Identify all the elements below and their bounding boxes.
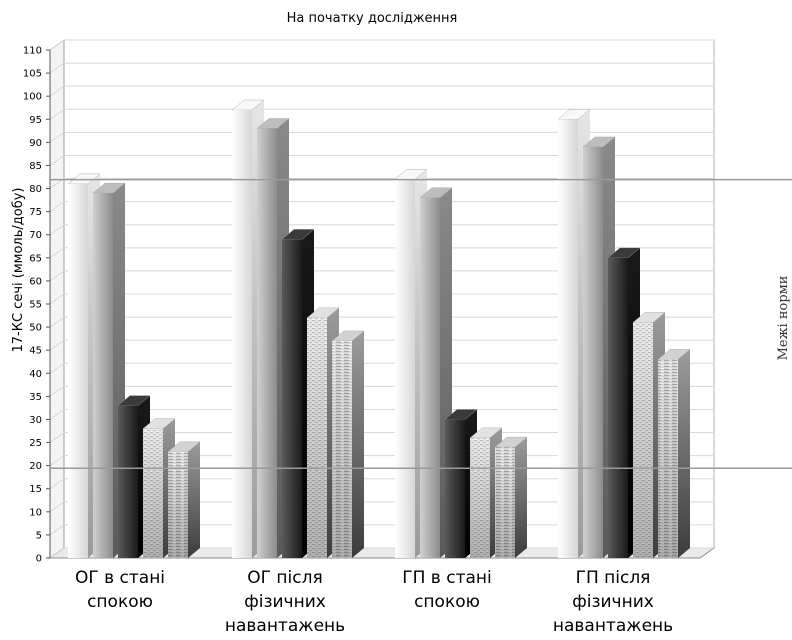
category-label-4: ГП після фізичних навантажень [553, 568, 673, 636]
gridline [49, 247, 714, 259]
y-tick-label: 70 [29, 230, 42, 241]
gridline [49, 408, 714, 420]
category-label-3: ГП в стані спокою [402, 568, 491, 612]
gridline [49, 131, 714, 143]
x-axis-categories: ОГ в стані спокою ОГ після фізичних навантаж… [75, 568, 673, 636]
gridline [49, 270, 714, 282]
bar-c2-s4 [306, 307, 340, 558]
category-label-line: ГП в стані [402, 568, 491, 588]
y-axis-label: 17-КС сечі (ммоль/добу) [11, 188, 26, 353]
gridline [49, 154, 714, 166]
gridline [49, 39, 714, 51]
y-tick-label: 95 [29, 115, 42, 126]
gridline [49, 224, 714, 236]
norm-lines [50, 178, 792, 470]
y-tick-label: 35 [29, 392, 42, 403]
gridline [49, 201, 714, 213]
category-label-line: спокою [414, 592, 480, 612]
y-tick-label: 25 [29, 438, 42, 449]
category-label-2: ОГ після фізичних навантажень [225, 568, 345, 636]
y-tick-label: 10 [29, 507, 42, 518]
norm-label: Межі норми [776, 276, 791, 361]
y-tick-label: 80 [29, 184, 42, 195]
y-tick-label: 65 [29, 253, 42, 264]
category-label-line: навантажень [553, 616, 673, 636]
y-tick-label: 15 [29, 484, 42, 495]
bar-c3-s5 [494, 436, 528, 558]
y-tick-label: 85 [29, 161, 42, 172]
y-tick-label: 60 [29, 276, 42, 287]
y-tick-label: 5 [36, 530, 42, 541]
y-tick-label: 55 [29, 300, 42, 311]
y-tick-label: 50 [29, 323, 42, 334]
y-tick-label: 0 [36, 554, 42, 565]
category-label-line: навантажень [225, 616, 345, 636]
category-label-line: ГП після [576, 568, 651, 588]
category-label-line: спокою [87, 592, 153, 612]
gridline [49, 316, 714, 328]
gridline [49, 85, 714, 97]
bar-c4-s5 [657, 349, 691, 558]
y-tick-label: 40 [29, 369, 42, 380]
y-tick-label: 30 [29, 415, 42, 426]
y-tick-label: 105 [23, 69, 42, 80]
category-label-line: ОГ після [247, 568, 322, 588]
y-axis-ticks: 0 5 10 15 20 25 30 35 40 45 50 55 60 65 70 75 80 85 90 95 10… [23, 46, 51, 565]
y-tick-label: 20 [29, 461, 42, 472]
category-label-1: ОГ в стані спокою [75, 568, 165, 612]
gridline [49, 339, 714, 351]
y-tick-label: 75 [29, 207, 42, 218]
gridline [49, 108, 714, 120]
category-label-line: фізичних [244, 592, 326, 612]
gridline [49, 362, 714, 374]
y-tick-label: 90 [29, 138, 42, 149]
bars [67, 99, 691, 559]
gridline [49, 62, 714, 74]
bar-c4-s4 [632, 312, 666, 558]
y-tick-label: 45 [29, 346, 42, 357]
gridline [49, 293, 714, 305]
category-label-line: фізичних [572, 592, 654, 612]
chart-title: На початку дослідження [287, 11, 458, 26]
y-tick-label: 100 [23, 92, 42, 103]
gridline [49, 385, 714, 397]
y-tick-label: 110 [23, 46, 42, 57]
gridline [49, 178, 714, 189]
bar-c2-s5 [331, 330, 365, 558]
bar-c1-s5 [167, 441, 201, 558]
category-label-line: ОГ в стані [75, 568, 165, 588]
